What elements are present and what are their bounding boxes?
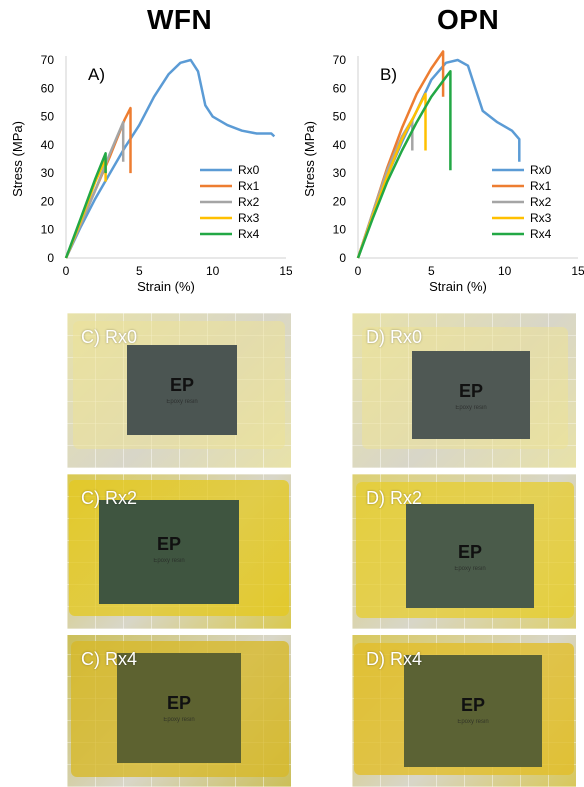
ep-sublabel: Epoxy resin <box>455 405 487 411</box>
ep-panel: EP Epoxy resin <box>412 351 530 439</box>
series-line-rx0 <box>356 58 521 259</box>
y-tick-label: 40 <box>333 138 347 152</box>
ep-label: EP <box>166 693 191 713</box>
photo-c-rx2: EP Epoxy resin C) Rx2 <box>67 474 291 629</box>
photo-label: D) Rx0 <box>366 327 423 347</box>
x-tick-label: 0 <box>355 264 362 278</box>
chart-a: 0 10 20 30 40 50 60 70 0 5 10 15 Strain (%) Stress (M… <box>10 53 292 294</box>
y-tick-label: 50 <box>41 110 55 124</box>
column-title-opn: OPN <box>437 4 500 35</box>
photo-label: D) Rx4 <box>366 649 423 669</box>
legend-label-rx0: Rx0 <box>238 163 260 177</box>
y-tick-label: 0 <box>47 251 54 265</box>
y-tick-label: 70 <box>41 53 55 67</box>
ep-label: EP <box>457 542 482 562</box>
photo-label: D) Rx2 <box>366 488 423 508</box>
x-tick-label: 15 <box>571 264 584 278</box>
x-axis-label: Strain (%) <box>429 279 487 294</box>
y-tick-label: 30 <box>41 166 55 180</box>
ep-sublabel: Epoxy resin <box>457 719 489 725</box>
y-axis-label: Stress (MPa) <box>10 121 25 197</box>
y-tick-label: 20 <box>41 194 55 208</box>
ep-sublabel: Epoxy resin <box>163 717 195 723</box>
y-axis-label: Stress (MPa) <box>302 121 317 197</box>
panel-label: B) <box>380 65 397 84</box>
ep-label: EP <box>156 534 181 554</box>
y-tick-label: 40 <box>41 138 55 152</box>
ep-sublabel: Epoxy resin <box>454 566 486 572</box>
column-title-wfn: WFN <box>147 4 213 35</box>
y-tick-label: 70 <box>333 53 347 67</box>
legend-label-rx4: Rx4 <box>238 227 260 241</box>
legend-label-rx2: Rx2 <box>530 195 552 209</box>
y-tick-label: 20 <box>333 194 347 208</box>
photo-d-rx2: EP Epoxy resin D) Rx2 <box>352 474 576 629</box>
y-tick-label: 10 <box>333 223 347 237</box>
photo-c-rx4: EP Epoxy resin C) Rx4 <box>67 635 291 787</box>
legend-label-rx3: Rx3 <box>530 211 552 225</box>
photo-c-rx0: EP Epoxy resin C) Rx0 <box>67 313 291 468</box>
ep-panel: EP Epoxy resin <box>99 500 239 604</box>
legend-label-rx2: Rx2 <box>238 195 260 209</box>
photo-label: C) Rx0 <box>81 327 138 347</box>
x-axis-label: Strain (%) <box>137 279 195 294</box>
x-tick-label: 15 <box>279 264 292 278</box>
ep-panel: EP Epoxy resin <box>127 345 237 435</box>
x-tick-label: 5 <box>136 264 143 278</box>
photo-label: C) Rx2 <box>81 488 138 508</box>
panel-label: A) <box>88 65 105 84</box>
ep-sublabel: Epoxy resin <box>153 558 185 564</box>
series-line-rx4 <box>356 70 452 259</box>
y-tick-label: 60 <box>41 81 55 95</box>
x-tick-label: 0 <box>63 264 70 278</box>
y-tick-label: 60 <box>333 81 347 95</box>
photo-label: C) Rx4 <box>81 649 138 669</box>
ep-sublabel: Epoxy resin <box>166 399 198 405</box>
legend-label-rx0: Rx0 <box>530 163 552 177</box>
ep-label: EP <box>460 695 485 715</box>
photo-d-rx0: EP Epoxy resin D) Rx0 <box>352 313 576 468</box>
ep-label: EP <box>458 381 483 401</box>
y-tick-label: 10 <box>41 223 55 237</box>
series-line-rx0 <box>64 58 276 259</box>
y-tick-label: 30 <box>333 166 347 180</box>
legend-label-rx4: Rx4 <box>530 227 552 241</box>
legend-label-rx1: Rx1 <box>238 179 260 193</box>
y-tick-label: 50 <box>333 110 347 124</box>
ep-label: EP <box>169 375 194 395</box>
ep-panel: EP Epoxy resin <box>406 504 534 608</box>
legend-label-rx1: Rx1 <box>530 179 552 193</box>
ep-panel: EP Epoxy resin <box>117 653 241 763</box>
chart-b: 0 10 20 30 40 50 60 70 0 5 10 15 Strain (%) Stress (M… <box>302 50 584 294</box>
y-tick-label: 0 <box>339 251 346 265</box>
photo-d-rx4: EP Epoxy resin D) Rx4 <box>352 635 576 787</box>
legend-label-rx3: Rx3 <box>238 211 260 225</box>
series-line-rx4 <box>64 152 107 259</box>
x-tick-label: 10 <box>206 264 220 278</box>
x-tick-label: 10 <box>498 264 512 278</box>
x-tick-label: 5 <box>428 264 435 278</box>
ep-panel: EP Epoxy resin <box>404 655 542 767</box>
